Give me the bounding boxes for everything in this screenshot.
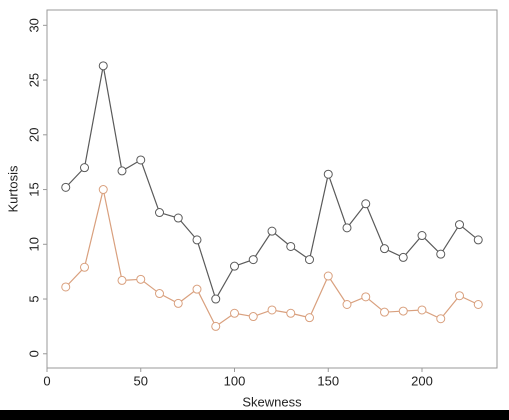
data-point [173, 213, 183, 223]
data-point [267, 305, 277, 315]
data-point [342, 300, 352, 310]
data-point [267, 226, 277, 236]
data-point [117, 166, 127, 176]
x-tick-label: 50 [134, 373, 148, 388]
data-point [211, 321, 221, 331]
data-point [473, 300, 483, 310]
data-point [286, 308, 296, 318]
data-point [136, 274, 146, 284]
data-point [155, 289, 164, 299]
data-point [61, 282, 71, 292]
data-point [473, 235, 483, 245]
data-point [380, 244, 389, 254]
data-point [342, 223, 352, 233]
y-tick-label: 20 [26, 128, 41, 142]
screen-edge [0, 410, 509, 420]
data-point [192, 235, 202, 245]
series-line [65, 65, 479, 301]
data-point [398, 252, 408, 262]
data-point [98, 185, 108, 195]
data-point [323, 169, 333, 179]
data-point [398, 306, 408, 316]
y-axis-title: Kurtosis [5, 165, 20, 212]
data-point [361, 199, 371, 209]
data-point [286, 241, 296, 251]
data-point [380, 307, 389, 317]
data-point [323, 271, 333, 281]
data-point [436, 249, 446, 259]
data-point [230, 308, 239, 318]
x-tick-label: 100 [224, 373, 246, 388]
data-point [155, 208, 164, 218]
data-point [248, 255, 258, 265]
y-tick-label: 0 [26, 350, 41, 357]
y-tick-label: 25 [26, 73, 41, 87]
x-tick-label: 200 [411, 373, 433, 388]
data-point [117, 275, 127, 285]
x-tick-label: 0 [43, 373, 50, 388]
data-point [80, 262, 89, 272]
data-point [361, 292, 371, 302]
data-point [455, 291, 464, 301]
y-tick-label: 10 [26, 237, 41, 251]
y-tick-label: 5 [26, 295, 41, 302]
data-point [136, 155, 146, 165]
data-point [230, 261, 239, 271]
data-point [436, 314, 446, 324]
data-point [80, 163, 89, 173]
data-point [61, 182, 71, 192]
x-tick-label: 150 [317, 373, 339, 388]
plot-frame [46, 9, 498, 369]
data-point [455, 220, 464, 230]
data-point [417, 231, 427, 241]
data-point [192, 284, 202, 294]
x-axis-title: Skewness [242, 394, 302, 409]
data-point [98, 61, 108, 71]
data-point [417, 305, 427, 315]
data-point [305, 313, 314, 323]
data-point [211, 294, 221, 304]
data-point [248, 312, 258, 322]
data-point [305, 255, 314, 265]
y-tick-label: 15 [26, 182, 41, 196]
data-point [173, 298, 183, 308]
y-tick-label: 30 [26, 18, 41, 32]
